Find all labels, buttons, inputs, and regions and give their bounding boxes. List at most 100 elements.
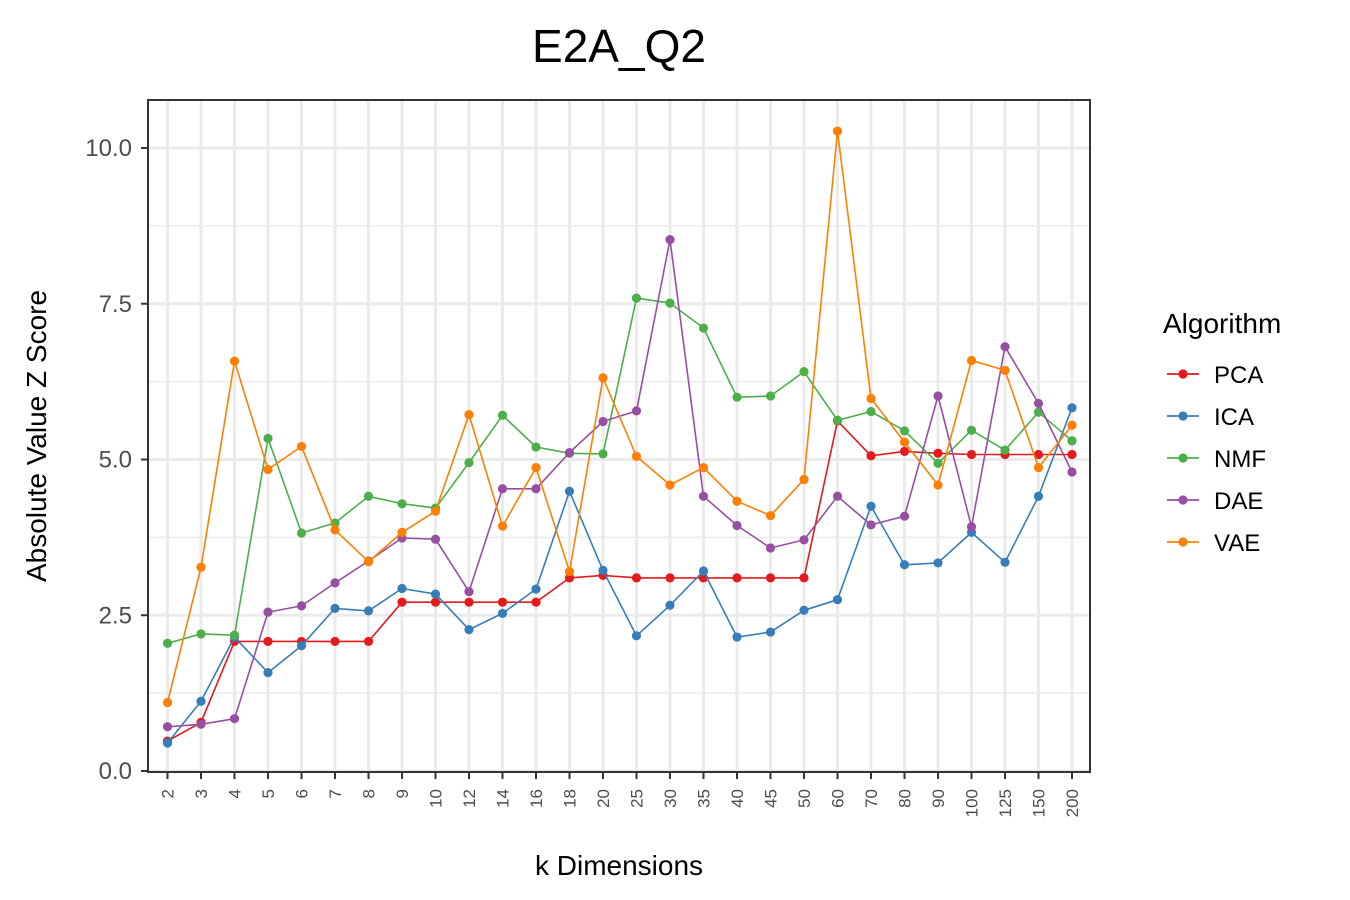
data-point-pca <box>1067 449 1077 460</box>
data-point-ica <box>665 600 675 610</box>
data-point-nmf <box>799 367 809 377</box>
legend-label: VAE <box>1214 530 1260 557</box>
data-point-pca <box>765 573 776 583</box>
data-point-dae <box>732 520 742 531</box>
x-tick-label: 7 <box>326 789 345 798</box>
x-tick-label: 14 <box>494 789 513 808</box>
data-point-vae <box>162 697 173 708</box>
data-point-ica <box>162 738 173 748</box>
data-point-pca <box>966 449 977 460</box>
series-line-nmf <box>167 297 1073 645</box>
data-point-dae <box>296 601 307 611</box>
series-ica <box>162 403 1077 748</box>
x-tick-label: 12 <box>460 789 479 808</box>
y-tick-label: 5.0 <box>99 447 132 474</box>
data-point-nmf <box>296 528 307 538</box>
x-tick-label: 40 <box>728 789 747 808</box>
legend-item-ica: ICA <box>1167 404 1254 431</box>
data-point-pca <box>430 597 441 607</box>
data-point-vae <box>866 393 876 404</box>
data-point-vae <box>1033 462 1044 473</box>
data-point-ica <box>698 566 709 576</box>
data-point-nmf <box>732 392 742 402</box>
y-tick-label: 7.5 <box>99 291 132 318</box>
data-point-pca <box>933 448 943 458</box>
x-tick-label: 5 <box>259 789 278 798</box>
data-point-ica <box>732 632 742 642</box>
data-point-nmf <box>765 391 776 401</box>
data-point-nmf <box>1067 436 1077 446</box>
data-point-ica <box>330 603 340 613</box>
x-tick-label: 3 <box>192 789 211 798</box>
data-point-nmf <box>832 415 843 425</box>
data-point-nmf <box>531 442 541 452</box>
data-point-dae <box>832 491 843 501</box>
x-tick-label: 30 <box>661 789 680 808</box>
data-point-vae <box>665 480 675 490</box>
data-point-nmf <box>1000 445 1010 455</box>
data-point-ica <box>899 560 910 570</box>
series-vae <box>162 126 1077 708</box>
legend: Algorithm PCA ICA NMF DAE VAE <box>1163 308 1281 557</box>
data-point-dae <box>430 534 441 544</box>
data-point-dae <box>765 543 776 553</box>
data-point-nmf <box>866 406 876 417</box>
data-point-pca <box>899 446 910 457</box>
data-point-nmf <box>966 425 977 435</box>
data-point-pca <box>665 573 675 583</box>
data-point-vae <box>196 562 206 572</box>
data-point-pca <box>732 573 742 583</box>
legend-key-point <box>1178 537 1188 547</box>
data-point-nmf <box>899 426 910 436</box>
data-point-ica <box>430 589 441 599</box>
legend-key-point <box>1178 411 1188 421</box>
series-nmf <box>162 293 1077 648</box>
series-dae <box>162 234 1077 732</box>
x-tick-label: 16 <box>527 789 546 808</box>
data-point-nmf <box>229 630 240 640</box>
data-point-vae <box>765 510 776 521</box>
series-line-vae <box>166 130 1073 703</box>
data-point-dae <box>497 484 508 494</box>
data-point-nmf <box>598 449 608 459</box>
data-point-pca <box>263 636 273 647</box>
legend-label: DAE <box>1214 488 1263 515</box>
data-point-pca <box>866 451 876 461</box>
data-point-ica <box>497 608 508 618</box>
data-point-pca <box>363 636 374 647</box>
data-point-ica <box>799 605 809 615</box>
data-point-ica <box>263 667 273 678</box>
data-point-nmf <box>933 458 943 468</box>
legend-title: Algorithm <box>1163 308 1281 339</box>
data-point-pca <box>799 573 809 583</box>
data-point-vae <box>296 441 307 452</box>
data-point-nmf <box>497 410 508 420</box>
y-tick-label: 2.5 <box>99 602 132 629</box>
data-point-dae <box>531 484 541 494</box>
data-point-pca <box>330 636 340 647</box>
y-axis: 0.0 2.5 5.0 7.5 10.0 <box>85 135 148 785</box>
data-point-vae <box>933 480 943 490</box>
legend-key-point <box>1178 495 1188 505</box>
data-point-ica <box>765 627 776 637</box>
data-point-dae <box>933 391 943 401</box>
data-point-dae <box>330 578 340 588</box>
data-point-ica <box>866 501 876 511</box>
data-point-dae <box>229 714 240 724</box>
data-point-vae <box>564 567 575 577</box>
x-tick-label: 70 <box>862 789 881 808</box>
x-tick-label: 9 <box>393 789 412 798</box>
x-tick-label: 60 <box>829 789 848 808</box>
legend-label: PCA <box>1214 362 1263 389</box>
y-tick-label: 10.0 <box>85 135 132 162</box>
x-tick-label: 25 <box>628 789 647 808</box>
x-tick-label: 100 <box>963 789 982 817</box>
data-point-ica <box>1067 403 1077 413</box>
data-point-vae <box>397 527 407 537</box>
data-point-ica <box>397 583 407 594</box>
legend-item-nmf: NMF <box>1167 446 1266 473</box>
data-point-vae <box>899 437 910 447</box>
plot-panel-border <box>147 99 1091 773</box>
x-tick-label: 6 <box>293 789 312 798</box>
